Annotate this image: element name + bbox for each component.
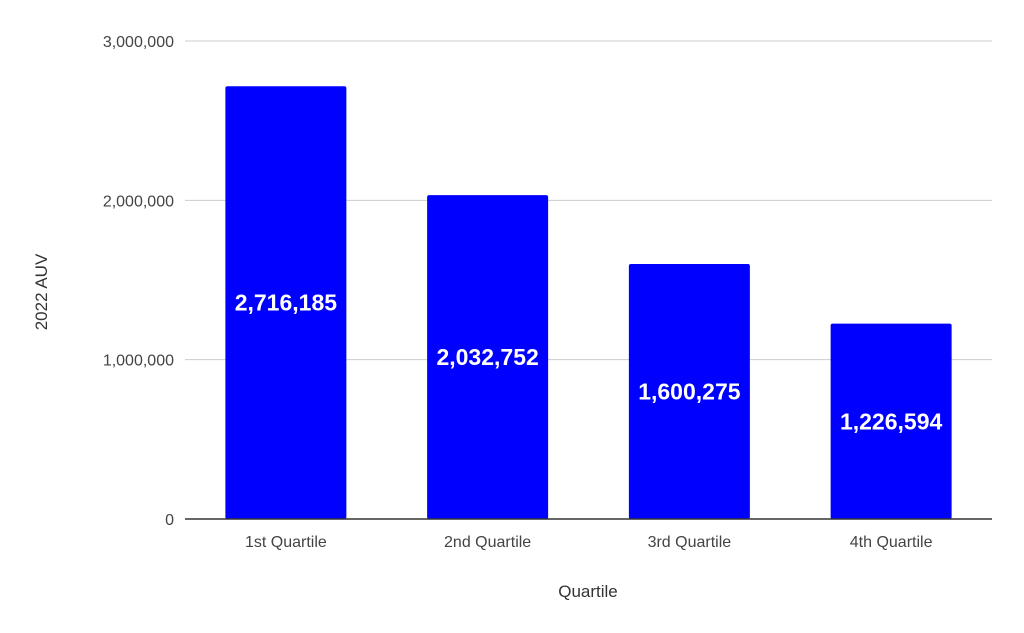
bar	[628, 264, 750, 519]
x-tick-label: 1st Quartile	[245, 534, 327, 551]
x-tick-label: 4th Quartile	[850, 534, 933, 551]
y-tick-label: 2,000,000	[103, 193, 174, 210]
x-axis-title: Quartile	[558, 582, 618, 601]
bar-value-label: 1,226,594	[840, 408, 943, 434]
y-tick-label: 0	[165, 512, 174, 529]
y-tick-label: 3,000,000	[103, 34, 174, 51]
x-tick-label: 2nd Quartile	[444, 534, 531, 551]
bar	[427, 195, 549, 519]
bar	[225, 86, 347, 519]
bar-value-label: 2,032,752	[436, 344, 538, 370]
bars	[225, 86, 952, 519]
bar	[830, 323, 952, 519]
bar-value-label: 1,600,275	[638, 379, 741, 405]
data-labels: 2,716,185 2,032,752 1,600,275 1,226,594	[233, 288, 944, 436]
y-axis-title: 2022 AUV	[32, 253, 51, 330]
x-axis-tick-labels: 1st Quartile 2nd Quartile 3rd Quartile 4th …	[245, 534, 933, 551]
x-tick-label: 3rd Quartile	[648, 534, 732, 551]
y-axis-tick-labels: 0 1,000,000 2,000,000 3,000,000	[103, 34, 174, 529]
y-tick-label: 1,000,000	[103, 353, 174, 370]
bar-value-label: 2,716,185	[235, 290, 338, 316]
